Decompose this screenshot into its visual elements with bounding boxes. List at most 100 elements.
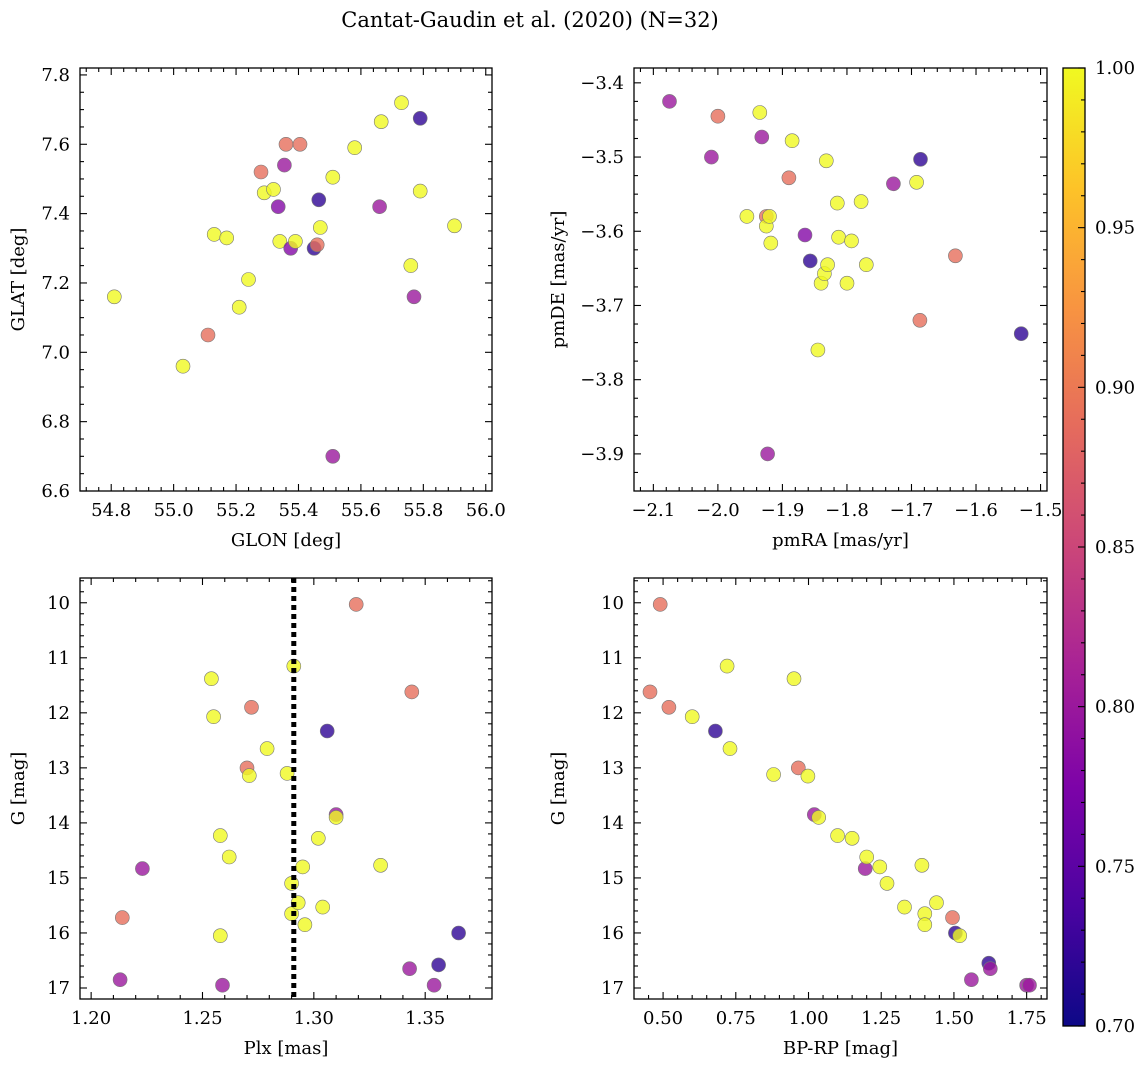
- y-tick-label: −3.5: [580, 147, 624, 168]
- data-point: [373, 857, 388, 873]
- x-tick-label: 1.50: [934, 1008, 974, 1029]
- y-axis-label: G [mag]: [8, 752, 29, 825]
- data-point: [752, 105, 768, 120]
- data-point: [135, 861, 150, 876]
- data-point: [253, 164, 269, 180]
- x-tick-label: 1.20: [71, 1008, 111, 1029]
- data-point: [844, 830, 860, 846]
- data-point: [853, 194, 869, 209]
- x-tick-label: −1.9: [761, 500, 805, 521]
- data-point: [112, 972, 128, 988]
- data-point: [107, 289, 122, 305]
- data-point: [810, 342, 826, 358]
- data-point: [820, 257, 835, 273]
- data-point: [373, 114, 389, 129]
- y-tick-label: 7.6: [41, 134, 70, 155]
- data-point: [372, 199, 387, 214]
- data-point: [710, 108, 726, 124]
- scatter-panel: 0.50 0.75 1.00 1.25 1.50 1.75 10 11 12 13 14 15 16 17…: [548, 577, 1048, 1059]
- data-point: [348, 597, 364, 612]
- colorbar: 0.70 0.75 0.80 0.85 0.90 0.95 1.00: [1062, 58, 1135, 1037]
- data-point: [328, 810, 344, 825]
- data-point: [786, 671, 802, 687]
- data-point: [790, 760, 806, 776]
- data-point: [325, 448, 341, 464]
- data-point: [830, 828, 845, 843]
- y-tick-label: 13: [601, 758, 624, 779]
- x-tick-label: 1.35: [405, 1008, 445, 1029]
- colorbar-tick-label: 0.75: [1095, 856, 1135, 877]
- y-tick-label: −3.4: [580, 73, 624, 94]
- x-tick-label: −2.1: [632, 500, 676, 521]
- data-point: [642, 684, 658, 700]
- data-point: [295, 859, 311, 875]
- scatter-panel: 54.8 55.0 55.2 55.4 55.6 55.8 56.0 6.6 6.8 7.0 7.2…: [8, 65, 506, 551]
- scatter-panel: −2.1 −2.0 −1.9 −1.8 −1.7 −1.6 −1.5 −3.9 −3.8 −3.7…: [548, 67, 1062, 551]
- data-point: [781, 170, 797, 186]
- data-point: [213, 928, 228, 944]
- data-point: [206, 709, 221, 725]
- data-point: [897, 899, 912, 915]
- data-point: [859, 849, 875, 865]
- x-tick-label: 0.50: [643, 1008, 683, 1029]
- data-point: [652, 597, 668, 612]
- axes-frame: [633, 67, 1048, 492]
- data-point: [661, 699, 677, 715]
- data-point: [309, 237, 325, 253]
- data-point: [929, 895, 944, 911]
- data-point: [115, 910, 130, 925]
- y-tick-label: 15: [601, 868, 624, 889]
- y-tick-label: 11: [601, 648, 624, 669]
- axes-frame: [79, 577, 493, 1000]
- data-point: [406, 289, 422, 305]
- data-point: [797, 227, 813, 243]
- colorbar-gradient: [1063, 68, 1085, 1026]
- data-point: [766, 767, 781, 782]
- y-tick-label: 14: [601, 813, 624, 834]
- data-point: [948, 248, 963, 264]
- data-point: [447, 218, 462, 234]
- data-point: [704, 149, 719, 165]
- data-point: [917, 917, 933, 933]
- y-tick-label: 15: [47, 868, 70, 889]
- data-point: [402, 961, 417, 977]
- data-point: [914, 857, 930, 873]
- y-tick-label: 11: [47, 648, 70, 669]
- data-point: [784, 133, 800, 148]
- data-point: [909, 175, 924, 190]
- data-point: [426, 977, 442, 993]
- data-point: [708, 723, 723, 739]
- y-tick-label: 17: [47, 978, 70, 999]
- x-axis-label: BP-RP [mag]: [783, 1038, 898, 1059]
- chart-title: Cantat-Gaudin et al. (2020) (N=32): [341, 8, 719, 32]
- data-point: [200, 327, 216, 343]
- data-point: [1013, 326, 1029, 342]
- data-point: [662, 94, 677, 109]
- colorbar-tick-label: 0.95: [1095, 218, 1135, 239]
- y-tick-label: −3.7: [580, 295, 624, 316]
- y-tick-label: 6.8: [41, 412, 70, 433]
- axes-frame: [633, 577, 1048, 1000]
- data-point: [722, 741, 738, 756]
- data-point: [319, 723, 335, 739]
- y-tick-label: 7.0: [41, 342, 70, 363]
- data-point: [412, 111, 428, 126]
- x-tick-label: 55.2: [216, 500, 256, 521]
- data-point: [886, 176, 901, 192]
- y-tick-label: −3.8: [580, 370, 624, 391]
- x-tick-label: −1.7: [890, 500, 934, 521]
- y-tick-label: 12: [601, 703, 624, 724]
- data-point: [800, 768, 816, 784]
- data-point: [277, 157, 292, 173]
- x-tick-label: −2.0: [696, 500, 740, 521]
- x-tick-label: 1.75: [1007, 1008, 1047, 1029]
- data-point: [839, 275, 855, 291]
- data-point: [278, 137, 294, 152]
- y-tick-label: 10: [601, 593, 624, 614]
- data-point: [879, 876, 895, 891]
- x-tick-label: −1.6: [954, 500, 998, 521]
- data-point: [221, 849, 237, 865]
- data-point: [831, 229, 846, 245]
- data-point: [404, 684, 420, 700]
